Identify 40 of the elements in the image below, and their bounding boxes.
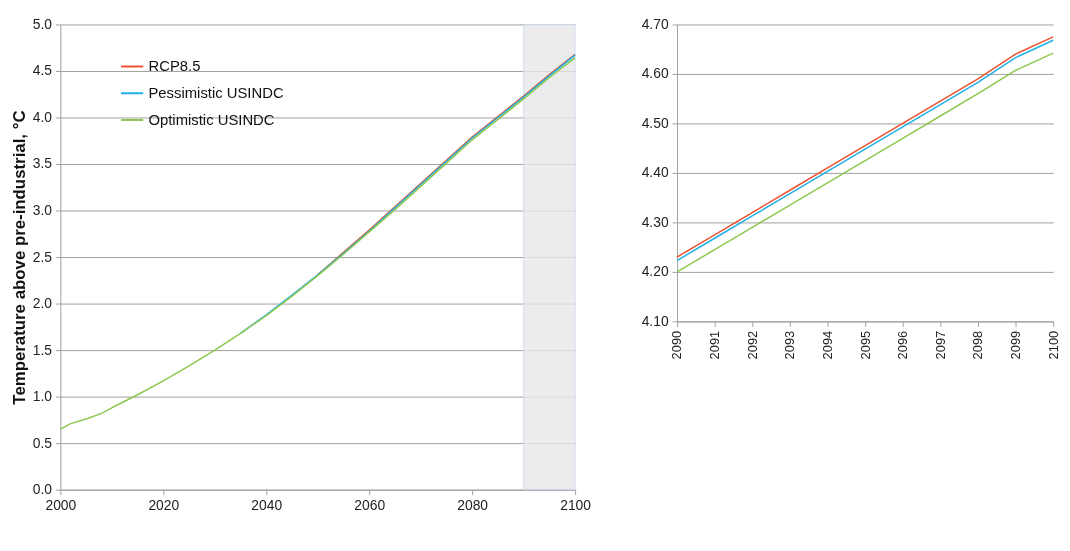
y-tick-label: 4.20 <box>641 263 669 280</box>
y-axis-title: Temperature above pre-industrial, °C <box>9 110 29 405</box>
legend-label: Optimistic USINDC <box>148 111 275 128</box>
legend-label: Pessimistic USINDC <box>148 85 284 102</box>
y-tick-label: 2.0 <box>32 295 53 312</box>
x-tick-label: 2094 <box>819 330 835 360</box>
y-tick-label: 4.60 <box>641 65 669 82</box>
x-tick-label: 2093 <box>782 330 798 360</box>
x-tick-label: 2097 <box>932 330 948 360</box>
x-tick-label: 2098 <box>970 330 986 360</box>
y-tick-label: 4.70 <box>641 15 669 32</box>
y-tick-label: 4.10 <box>641 312 669 329</box>
x-tick-label: 2080 <box>457 496 489 513</box>
y-tick-label: 3.5 <box>32 155 53 172</box>
y-tick-label: 3.0 <box>32 201 53 218</box>
y-tick-label: 4.40 <box>641 164 669 181</box>
x-tick-label: 2090 <box>669 330 685 360</box>
x-tick-label: 2100 <box>1045 330 1061 360</box>
y-tick-label: 4.50 <box>641 114 669 131</box>
y-tick-label: 5.0 <box>32 15 53 32</box>
x-tick-label: 2099 <box>1008 330 1024 360</box>
x-tick-label: 2060 <box>354 496 386 513</box>
y-tick-label: 0.5 <box>32 434 53 451</box>
x-tick-label: 2092 <box>744 330 760 360</box>
x-tick-label: 2040 <box>251 496 283 513</box>
x-tick-label: 2091 <box>707 330 723 360</box>
x-tick-label: 2100 <box>560 496 592 513</box>
line-series <box>59 57 576 430</box>
x-tick-label: 2000 <box>45 496 77 513</box>
y-tick-label: 1.0 <box>32 388 53 405</box>
y-tick-label: 4.30 <box>641 213 669 230</box>
x-tick-label: 2095 <box>857 330 873 360</box>
y-tick-label: 0.0 <box>32 481 53 498</box>
x-tick-label: 2096 <box>895 330 911 360</box>
y-tick-label: 1.5 <box>32 341 53 358</box>
y-tick-label: 4.5 <box>32 62 53 79</box>
x-tick-label: 2020 <box>148 496 180 513</box>
legend-label: RCP8.5 <box>148 58 201 75</box>
y-tick-label: 4.0 <box>32 108 53 125</box>
y-tick-label: 2.5 <box>32 248 53 265</box>
